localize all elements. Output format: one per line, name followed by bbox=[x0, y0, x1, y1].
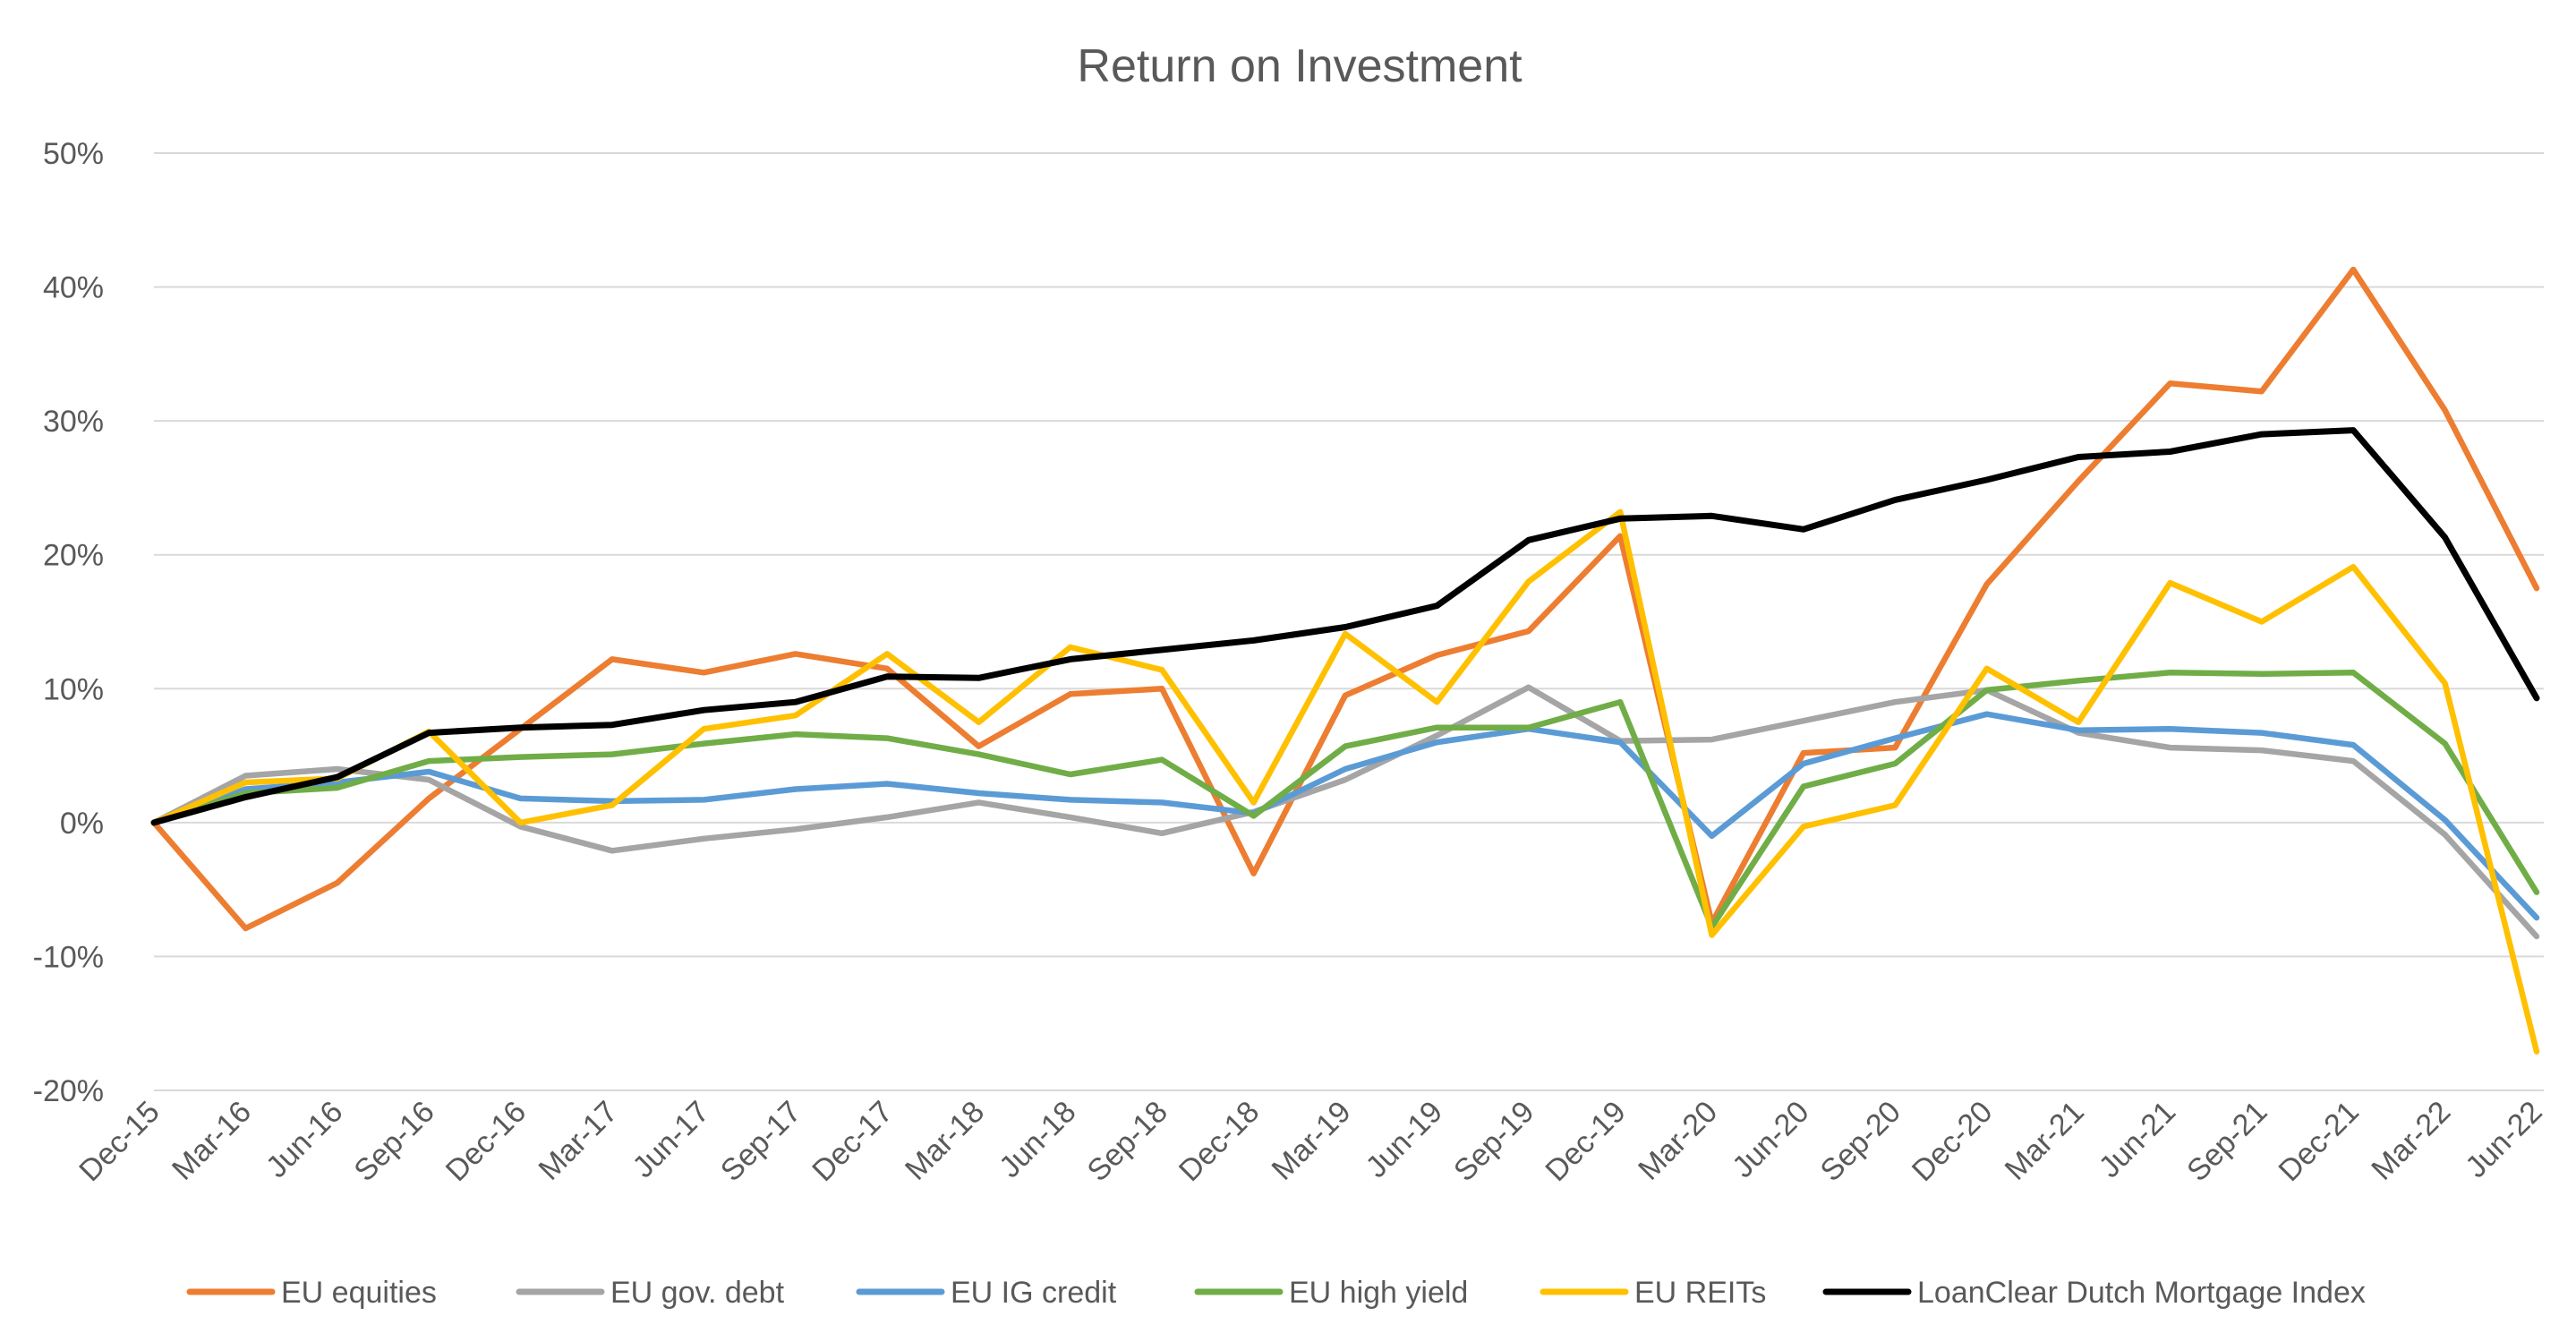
x-tick-label: Dec-17 bbox=[806, 1095, 899, 1188]
series-line bbox=[150, 508, 2540, 1055]
x-tick-label: Jun-21 bbox=[2093, 1095, 2182, 1184]
y-tick-label: -10% bbox=[33, 940, 104, 974]
legend-label: EU high yield bbox=[1289, 1276, 1468, 1310]
legend: EU equities EU gov. debt EU IG credit EU hi… bbox=[186, 1276, 2366, 1310]
y-tick-label: 30% bbox=[43, 405, 104, 439]
x-tick-label: Sep-20 bbox=[1814, 1095, 1907, 1188]
x-tick-label: Sep-17 bbox=[714, 1095, 807, 1188]
y-axis-ticks: 50% 40% 30% 20% 10% 0% -10% -20% bbox=[33, 137, 104, 1108]
x-tick-label: Jun-20 bbox=[1726, 1095, 1815, 1184]
y-tick-label: 20% bbox=[43, 539, 104, 573]
x-tick-label: Dec-15 bbox=[73, 1095, 166, 1188]
series-line bbox=[150, 266, 2540, 932]
y-tick-label: 40% bbox=[43, 271, 104, 305]
x-tick-label: Mar-16 bbox=[166, 1095, 258, 1187]
x-tick-label: Sep-16 bbox=[347, 1095, 440, 1188]
legend-label: EU gov. debt bbox=[610, 1276, 785, 1310]
x-tick-label: Mar-19 bbox=[1266, 1095, 1358, 1187]
series-line bbox=[150, 427, 2540, 826]
x-tick-label: Jun-18 bbox=[993, 1095, 1082, 1184]
x-tick-label: Mar-21 bbox=[1999, 1095, 2091, 1187]
x-tick-label: Jun-19 bbox=[1360, 1095, 1449, 1184]
series-line bbox=[150, 711, 2540, 921]
x-tick-label: Mar-22 bbox=[2365, 1095, 2457, 1187]
x-tick-label: Dec-19 bbox=[1539, 1095, 1632, 1188]
legend-label: EU IG credit bbox=[951, 1276, 1117, 1310]
y-tick-label: 0% bbox=[60, 807, 104, 841]
gridlines bbox=[154, 152, 2544, 1091]
x-tick-label: Dec-18 bbox=[1173, 1095, 1266, 1188]
x-tick-label: Jun-17 bbox=[627, 1095, 716, 1184]
legend-label: EU equities bbox=[281, 1276, 437, 1310]
x-tick-label: Dec-16 bbox=[439, 1095, 533, 1188]
series-line bbox=[150, 670, 2540, 930]
x-tick-label: Mar-18 bbox=[899, 1095, 991, 1187]
chart-title: Return on Investment bbox=[1077, 40, 1523, 92]
legend-label: EU REITs bbox=[1634, 1276, 1766, 1310]
x-tick-label: Sep-21 bbox=[2180, 1095, 2273, 1188]
x-tick-label: Sep-19 bbox=[1447, 1095, 1540, 1188]
x-tick-label: Mar-20 bbox=[1632, 1095, 1724, 1187]
series-lines bbox=[150, 266, 2540, 1055]
x-tick-label: Mar-17 bbox=[533, 1095, 625, 1187]
legend-label: LoanClear Dutch Mortgage Index bbox=[1917, 1276, 2366, 1310]
y-tick-label: 50% bbox=[43, 137, 104, 171]
series-line bbox=[150, 684, 2540, 940]
y-tick-label: -20% bbox=[33, 1074, 104, 1108]
x-tick-label: Dec-20 bbox=[1906, 1095, 1999, 1188]
x-tick-label: Sep-18 bbox=[1080, 1095, 1173, 1188]
x-tick-label: Jun-22 bbox=[2459, 1095, 2548, 1184]
y-tick-label: 10% bbox=[43, 672, 104, 706]
x-tick-label: Dec-21 bbox=[2273, 1095, 2366, 1188]
x-tick-label: Jun-16 bbox=[260, 1095, 349, 1184]
